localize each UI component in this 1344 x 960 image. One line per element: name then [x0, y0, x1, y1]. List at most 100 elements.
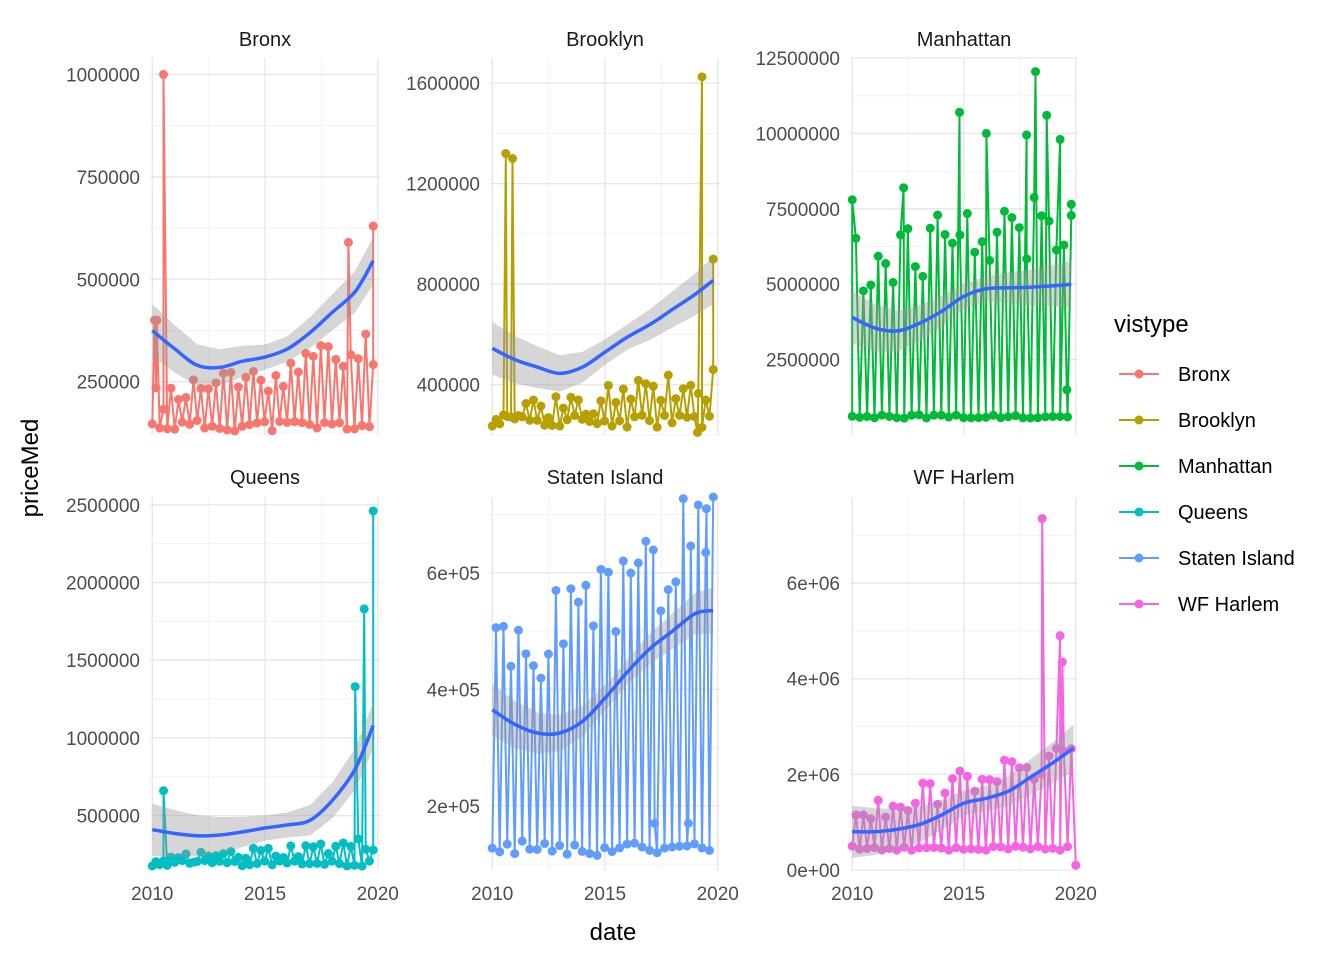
data-point: [271, 371, 281, 381]
series-line: [151, 511, 375, 869]
data-point: [892, 845, 902, 855]
data-point: [708, 365, 718, 375]
data-point: [207, 421, 217, 431]
data-point: [230, 426, 240, 436]
data-point: [162, 860, 172, 870]
data-point: [222, 858, 232, 868]
y-tick-label: 500000: [77, 807, 140, 828]
data-point: [1022, 254, 1032, 264]
y-tick-label: 6e+06: [787, 574, 840, 595]
data-point: [245, 420, 255, 430]
data-point: [678, 384, 688, 394]
data-point: [316, 341, 326, 351]
data-point: [293, 852, 303, 862]
data-point: [177, 856, 187, 866]
facet-bronx: 250000 500000 750000 1000000 Bronx: [66, 29, 380, 436]
data-point: [350, 682, 360, 692]
data-point: [1055, 845, 1065, 855]
legend-label: WF Harlem: [1178, 594, 1279, 616]
data-point: [708, 254, 718, 264]
data-point: [607, 421, 617, 431]
smooth-trend-line: [852, 746, 1075, 834]
data-point: [237, 421, 247, 431]
data-point: [196, 847, 206, 857]
data-point: [641, 536, 651, 546]
data-point: [1040, 412, 1050, 422]
data-point: [626, 568, 636, 578]
data-point: [999, 206, 1009, 216]
data-point: [611, 397, 621, 407]
smooth-confidence-band: [152, 237, 374, 387]
data-point: [959, 413, 969, 423]
data-point: [495, 419, 505, 429]
x-tick-label: 2015: [943, 884, 985, 905]
data-point: [1048, 412, 1058, 422]
data-point: [241, 372, 251, 382]
data-point: [1057, 657, 1067, 667]
data-point: [1044, 216, 1054, 226]
data-point: [368, 506, 378, 516]
data-point: [525, 415, 535, 425]
data-point: [947, 238, 957, 248]
data-point: [1066, 199, 1076, 209]
y-tick-label: 0e+00: [787, 861, 840, 882]
facet-brooklyn: 400000 800000 1200000 1600000 Brooklyn: [406, 29, 720, 437]
data-point: [585, 416, 595, 426]
data-point: [551, 392, 561, 402]
data-point: [1022, 763, 1032, 773]
data-point: [320, 859, 330, 869]
data-point: [1040, 844, 1050, 854]
y-tick-label: 800000: [417, 275, 480, 296]
data-point: [966, 844, 976, 854]
data-point: [1018, 842, 1028, 852]
data-point: [951, 843, 961, 853]
data-point: [151, 383, 161, 393]
y-tick-label: 1600000: [406, 74, 480, 95]
data-point: [870, 843, 880, 853]
data-point: [1007, 757, 1017, 767]
data-point: [660, 410, 670, 420]
data-point: [192, 856, 202, 866]
data-point: [540, 839, 550, 849]
facet-strip-label: WF Harlem: [913, 467, 1014, 489]
data-point: [158, 404, 168, 414]
data-point: [297, 418, 307, 428]
data-point: [999, 755, 1009, 765]
series-line: [851, 71, 1073, 419]
data-point: [342, 861, 352, 871]
data-point: [866, 814, 876, 824]
data-point: [305, 859, 315, 869]
data-point: [1071, 860, 1081, 870]
data-point: [663, 585, 673, 595]
data-point: [248, 366, 258, 376]
data-point: [1051, 245, 1061, 255]
data-point: [159, 786, 169, 796]
data-point: [570, 410, 580, 420]
data-point: [1011, 411, 1021, 421]
data-point: [521, 649, 531, 659]
data-point: [884, 844, 894, 854]
data-point: [903, 224, 913, 234]
data-point: [884, 411, 894, 421]
data-point: [855, 412, 865, 422]
y-tick-label: 1000000: [66, 65, 140, 86]
data-point: [256, 375, 266, 385]
legend-label: Bronx: [1178, 364, 1230, 386]
data-point: [693, 500, 703, 510]
data-point: [648, 545, 658, 555]
data-point: [1059, 240, 1069, 250]
data-point: [1022, 130, 1032, 140]
data-point: [903, 805, 913, 815]
data-point: [305, 419, 315, 429]
smooth-trend-line: [491, 279, 715, 376]
data-point: [301, 841, 311, 851]
data-point: [338, 361, 348, 371]
y-tick-label: 2500000: [66, 496, 140, 517]
data-point: [873, 251, 883, 261]
data-point: [973, 413, 983, 423]
data-point: [607, 847, 617, 857]
data-point: [181, 849, 191, 859]
y-tick-label: 2000000: [66, 573, 140, 594]
data-point: [290, 417, 300, 427]
data-point: [1011, 841, 1021, 851]
